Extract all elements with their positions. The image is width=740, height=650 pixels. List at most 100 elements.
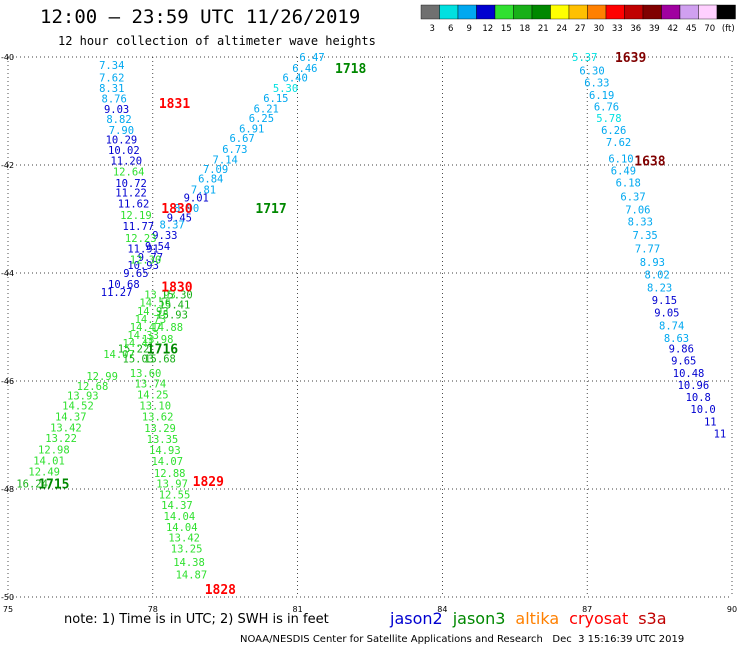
colorbar-swatch [531, 4, 551, 20]
wave-height-value: 6.37 [620, 191, 645, 203]
colorbar-label: (ft) [722, 24, 735, 34]
x-tick-label: 84 [437, 605, 447, 614]
wave-height-value: 14.73 [135, 314, 167, 326]
chart-grid [7, 56, 733, 598]
colorbar-label: 12 [482, 24, 493, 34]
y-tick-label: -40 [1, 53, 14, 62]
footer-credit: NOAA/NESDIS Center for Satellite Applica… [240, 634, 685, 645]
colorbar-swatch [605, 4, 625, 20]
wave-height-value: 12.88 [154, 468, 186, 480]
wave-height-value: 7.34 [99, 60, 124, 72]
page-title: 12:00 – 23:59 UTC 11/26/2019 [40, 6, 361, 28]
pass-time-label: 1828 [205, 583, 236, 598]
wave-height-value: 12.55 [159, 489, 191, 501]
colorbar-swatch [513, 4, 533, 20]
wave-height-value: 11.20 [110, 156, 142, 168]
y-tick-label: -42 [1, 161, 14, 170]
wave-height-value: 9.15 [652, 295, 677, 307]
wave-height-value: 6.26 [601, 125, 626, 137]
x-tick-label: 87 [582, 605, 592, 614]
wave-height-value: 6.33 [584, 77, 609, 89]
wave-height-value: 6.21 [254, 103, 279, 115]
wave-height-value: 8.82 [106, 114, 131, 126]
satellite-legend: jason2 jason3 altika cryosat s3a [390, 609, 677, 628]
wave-height-value: 13.60 [130, 368, 162, 380]
pass-time-label: 1831 [159, 97, 190, 112]
wave-height-value: 7.09 [203, 164, 228, 176]
axis-ticks: 75 78 81 84 87 90 -40 -42 -44 -46 -48 -50 [1, 53, 737, 614]
wave-height-value: 6.18 [616, 177, 641, 189]
wave-height-value: 14.52 [62, 400, 94, 412]
wave-height-value: 8.74 [659, 320, 684, 332]
colorbar-label: 45 [686, 24, 697, 34]
wave-height-value: 14.87 [176, 569, 208, 581]
wave-height-value: 6.67 [229, 133, 254, 145]
wave-height-value: 14.56 [139, 298, 171, 310]
colorbar-swatch [716, 4, 736, 20]
wave-height-value: 10.48 [673, 368, 705, 380]
wave-height-value: 13.42 [50, 422, 82, 434]
wave-height-value: 6.46 [292, 63, 317, 75]
wave-height-value: 12.49 [28, 467, 60, 479]
colorbar-swatch [587, 4, 607, 20]
colorbar-label: 3 [430, 24, 435, 34]
pass-time-label: 1718 [335, 62, 366, 77]
pass-time-label: 1830 [161, 281, 192, 296]
wave-height-value: 10.8 [686, 392, 711, 404]
wave-height-value: 9.86 [669, 344, 694, 356]
wave-height-value: 10.72 [115, 178, 147, 190]
wave-height-value: 9.33 [152, 230, 177, 242]
wave-height-value: 14.41 [123, 338, 155, 350]
wave-height-value: 15.03 [123, 353, 155, 365]
colorbar-swatch [568, 4, 588, 20]
wave-height-value: 14.88 [151, 322, 183, 334]
wave-height-value: 14.37 [161, 500, 193, 512]
wave-height-value: 12.23 [125, 233, 157, 245]
satellite-legend-item: s3a [638, 609, 667, 628]
wave-height-value: 7.14 [213, 155, 238, 167]
wave-height-value: 11 [704, 417, 717, 429]
pass-time-label: 1638 [634, 155, 665, 170]
wave-height-value: 9.65 [123, 268, 148, 280]
pass-time-label: 1717 [255, 202, 286, 217]
wave-height-value: 11.22 [115, 188, 147, 200]
pass-time-label: 1715 [38, 478, 69, 493]
wave-height-value: 13.25 [171, 543, 203, 555]
wave-height-value: 11 [714, 428, 727, 440]
wave-height-value: 14.33 [127, 330, 159, 342]
wave-height-value: 8.63 [664, 333, 689, 345]
wave-height-value: 14.93 [137, 306, 169, 318]
satellite-legend-item: jason2 [390, 609, 443, 628]
colorbar-swatch [457, 4, 477, 20]
wave-height-value: 9.05 [654, 307, 679, 319]
wave-height-value: 7.35 [632, 230, 657, 242]
colorbar-swatch [624, 4, 644, 20]
wave-height-value: 13.35 [147, 434, 179, 446]
wave-height-value: 14.38 [173, 557, 205, 569]
wave-height-value: 5.37 [572, 52, 597, 64]
wave-height-value: 5.30 [273, 83, 298, 95]
pass-time-label: 1830 [161, 202, 192, 217]
pass-time-label: 1639 [615, 51, 646, 66]
wave-height-value: 13.29 [144, 423, 176, 435]
wave-height-value: 10.02 [108, 145, 140, 157]
wave-height-value: 9.54 [145, 241, 170, 253]
wave-height-value: 10.68 [108, 279, 140, 291]
colorbar-label: 36 [630, 24, 641, 34]
wave-height-value: 13.98 [142, 334, 174, 346]
wave-height-value: 12.98 [38, 445, 70, 457]
colorbar-swatch [420, 4, 440, 20]
satellite-legend-item: altika [515, 609, 560, 628]
wave-height-value: 15.22 [118, 344, 150, 356]
colorbar: 3 6 9 12 15 18 21 24 27 30 33 36 39 42 45 70 (ft) [420, 4, 736, 34]
wave-height-value: 13.22 [45, 433, 77, 445]
colorbar-swatch [698, 4, 718, 20]
wave-height-value: 7.06 [625, 204, 650, 216]
wave-height-value: 13.74 [135, 379, 167, 391]
wave-height-value: 6.49 [611, 165, 636, 177]
y-tick-label: -50 [1, 593, 14, 602]
x-tick-label: 78 [148, 605, 158, 614]
wave-height-value: 13.62 [142, 412, 174, 424]
y-tick-label: -48 [1, 485, 14, 494]
wave-height-value: 6.73 [222, 144, 247, 156]
